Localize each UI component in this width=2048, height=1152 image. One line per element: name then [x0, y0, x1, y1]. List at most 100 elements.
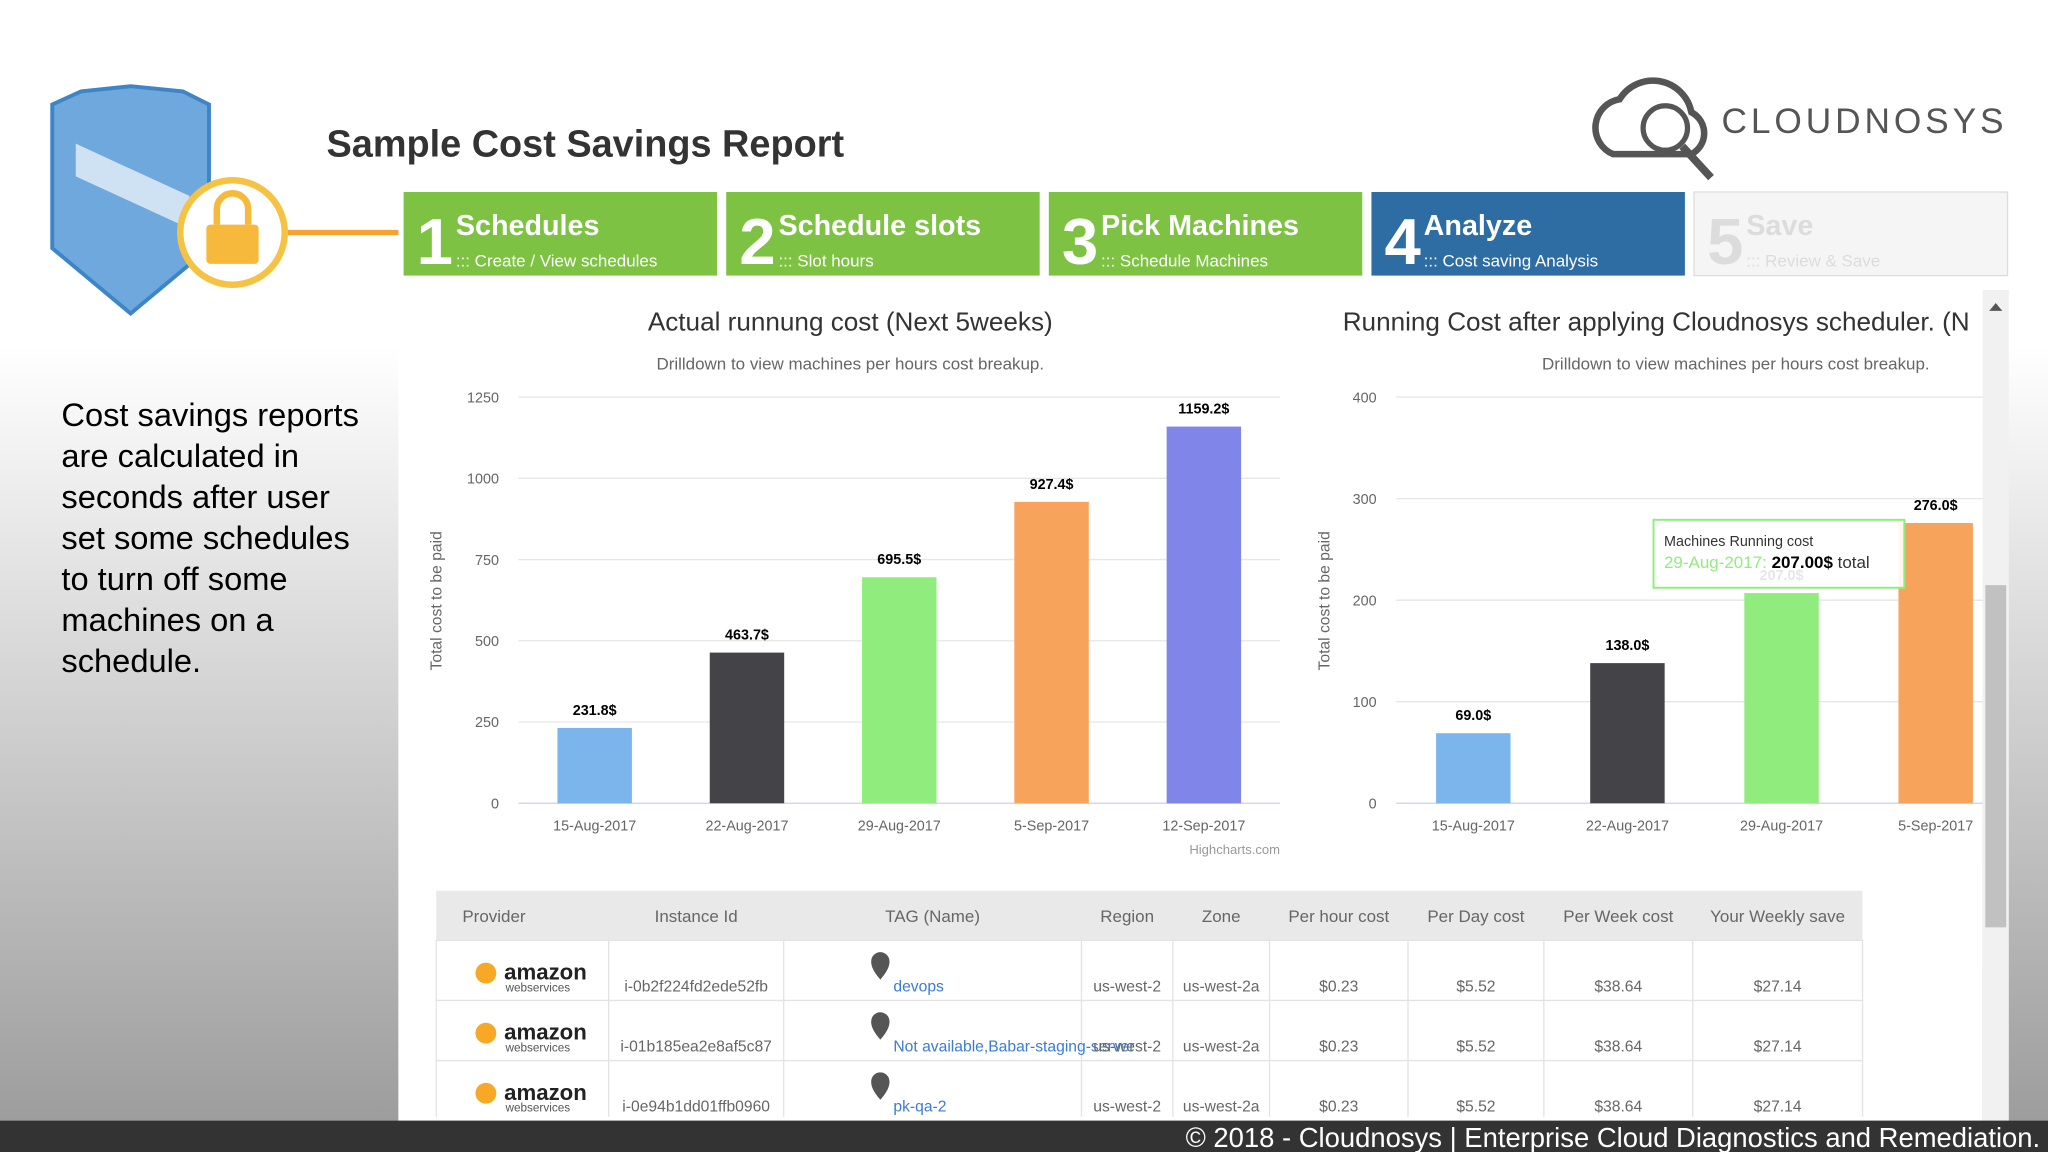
table-cell: $5.52: [1456, 978, 1495, 995]
table-cell: $38.64: [1594, 978, 1642, 995]
side-text-line: seconds after user: [61, 478, 330, 515]
tag-name[interactable]: Not available,Babar-staging-server: [893, 1038, 1134, 1055]
step-title[interactable]: Save: [1746, 210, 1813, 242]
y-tick-label: 500: [475, 634, 499, 650]
bar[interactable]: [557, 727, 632, 804]
x-tick-label: 29-Aug-2017: [1740, 819, 1823, 835]
column-header[interactable]: Per hour cost: [1288, 907, 1389, 926]
data-label: 69.0$: [1455, 708, 1491, 724]
step-box[interactable]: [1693, 191, 2009, 277]
column-header[interactable]: Provider: [462, 907, 526, 926]
side-text-line: machines on a: [61, 601, 274, 638]
table-cell: us-west-2: [1093, 1099, 1161, 1116]
table-cell: i-0b2f224fd2ede52fb: [624, 978, 768, 995]
provider-sub: webservices: [504, 1041, 570, 1054]
step-title[interactable]: Pick Machines: [1101, 210, 1299, 242]
footer-bar: [0, 1120, 2048, 1152]
bar[interactable]: [1014, 501, 1089, 804]
column-header[interactable]: TAG (Name): [885, 907, 980, 926]
step-title[interactable]: Schedule slots: [778, 210, 981, 242]
step-tab[interactable]: 5 Save::: Review & Save: [1693, 191, 2009, 278]
table-cell: $5.52: [1456, 1038, 1495, 1055]
step-tab[interactable]: 3 Pick Machines::: Schedule Machines: [1048, 192, 1363, 278]
column-header[interactable]: Instance Id: [655, 907, 738, 926]
step-subtitle[interactable]: ::: Slot hours: [778, 251, 873, 270]
table-cell: us-west-2: [1093, 978, 1161, 995]
step-number[interactable]: 1: [417, 205, 453, 278]
chart: 0 100 200 300 400 69.0$ 15-Aug-2017 138.0$ 22-Au…: [1317, 306, 1983, 835]
credit[interactable]: Highcharts.com: [1189, 842, 1280, 857]
column-header[interactable]: Per Day cost: [1427, 907, 1524, 926]
x-tick-label: 5-Sep-2017: [1898, 819, 1973, 835]
report-title: Sample Cost Savings Report: [327, 124, 845, 166]
step-tab[interactable]: 4 Analyze::: Cost saving Analysis: [1371, 192, 1685, 278]
step-title[interactable]: Analyze: [1424, 210, 1533, 242]
tag-pin: [871, 952, 890, 980]
step-tab[interactable]: 1 Schedules::: Create / View schedules: [403, 192, 718, 278]
x-tick-label: 29-Aug-2017: [858, 819, 941, 835]
data-label: 695.5$: [877, 552, 921, 568]
provider-name: amazon: [504, 1020, 587, 1045]
table-cell: i-0e94b1dd01ffb0960: [622, 1099, 770, 1116]
chart-subtitle: Drilldown to view machines per hours cos…: [1542, 355, 1930, 374]
x-tick-label: 15-Aug-2017: [553, 819, 636, 835]
step-number[interactable]: 4: [1384, 205, 1420, 278]
step-box[interactable]: [726, 192, 1040, 276]
step-subtitle[interactable]: ::: Create / View schedules: [456, 251, 658, 270]
chart: 0 250 500 750 1000 1250 231.8$ 15-Aug-2017 463.7…: [428, 306, 1280, 857]
bar[interactable]: [1898, 522, 1973, 804]
step-title[interactable]: Schedules: [456, 210, 600, 242]
table-cell: $0.23: [1319, 978, 1358, 995]
column-header[interactable]: Your Weekly save: [1710, 907, 1845, 926]
tooltip: Machines Running cost 29-Aug-2017: 207.00…: [1652, 518, 1906, 589]
column-header[interactable]: Region: [1100, 907, 1154, 926]
aws-logo-mark: [475, 1082, 497, 1104]
provider-sub: webservices: [504, 1102, 570, 1115]
table-cell: $27.14: [1754, 1099, 1802, 1116]
bar[interactable]: [709, 652, 785, 804]
tooltip-suffix: total: [1838, 553, 1870, 572]
bar[interactable]: [1590, 663, 1665, 804]
table-cell: $38.64: [1594, 1038, 1642, 1055]
data-label: 1159.2$: [1178, 402, 1229, 418]
x-tick-label: 15-Aug-2017: [1432, 819, 1515, 835]
column-header[interactable]: Zone: [1202, 907, 1241, 926]
step-box[interactable]: [1371, 192, 1685, 276]
chart-subtitle: Drilldown to view machines per hours cos…: [656, 355, 1044, 374]
table: Provider Instance Id TAG (Name) Region Zone P…: [435, 890, 1864, 1117]
step-box[interactable]: [403, 192, 718, 276]
step-number[interactable]: 2: [739, 205, 775, 278]
column-header[interactable]: Per Week cost: [1563, 907, 1673, 926]
scroll-up[interactable]: [1989, 303, 2003, 311]
step-number[interactable]: 5: [1707, 205, 1743, 278]
table-row: [435, 939, 1864, 1002]
table-cell: $0.23: [1319, 1038, 1358, 1055]
bar[interactable]: [862, 577, 937, 804]
y-axis-label: Total cost to be paid: [1317, 531, 1334, 670]
tag-pin: [871, 1012, 890, 1040]
step-box[interactable]: [1048, 192, 1363, 276]
bar[interactable]: [1166, 426, 1242, 804]
tooltip-box: [1652, 518, 1906, 589]
step-subtitle[interactable]: ::: Schedule Machines: [1101, 251, 1268, 270]
provider-name: amazon: [504, 1080, 587, 1105]
bar[interactable]: [1436, 733, 1511, 804]
step-tab[interactable]: 2 Schedule slots::: Slot hours: [726, 192, 1040, 278]
y-tick-label: 300: [1353, 492, 1377, 508]
side-text-line: Cost savings reports: [61, 396, 359, 433]
bar[interactable]: [1744, 593, 1819, 804]
tooltip-value: 207.00$: [1772, 553, 1834, 572]
step-subtitle[interactable]: ::: Review & Save: [1746, 251, 1880, 270]
side-text-line: schedule.: [61, 642, 201, 679]
aws-logo-mark: [475, 962, 497, 984]
table-cell: us-west-2: [1093, 1038, 1161, 1055]
step-number[interactable]: 3: [1062, 205, 1098, 278]
tag-name[interactable]: devops: [893, 978, 944, 995]
tag-name[interactable]: pk-qa-2: [893, 1099, 946, 1116]
steps: 1 Schedules::: Create / View schedules 2 Sc…: [403, 191, 2009, 278]
y-tick-label: 0: [491, 796, 499, 812]
scrollbar-thumb[interactable]: [1985, 585, 2007, 928]
tag-pin: [871, 1072, 890, 1100]
data-label: 463.7$: [725, 628, 769, 644]
step-subtitle[interactable]: ::: Cost saving Analysis: [1424, 251, 1598, 270]
